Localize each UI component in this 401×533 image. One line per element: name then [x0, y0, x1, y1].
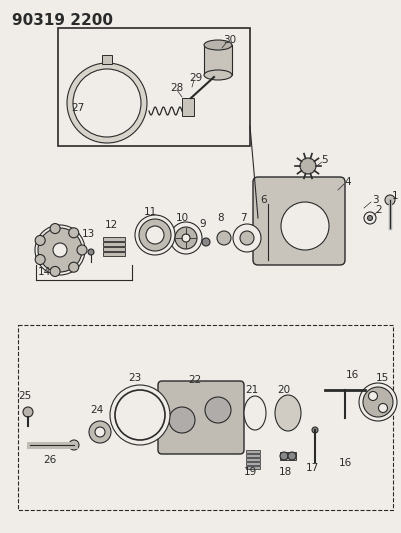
Text: 30: 30	[223, 35, 237, 45]
Circle shape	[50, 266, 60, 277]
Text: 28: 28	[170, 83, 184, 93]
Circle shape	[170, 222, 202, 254]
Text: 15: 15	[375, 373, 389, 383]
Circle shape	[202, 238, 210, 246]
Ellipse shape	[275, 395, 301, 431]
Circle shape	[359, 383, 397, 421]
Circle shape	[288, 452, 296, 460]
Text: 16: 16	[345, 370, 358, 380]
Circle shape	[73, 69, 141, 137]
Circle shape	[110, 385, 170, 445]
Circle shape	[385, 195, 395, 205]
Bar	[246, 454, 260, 457]
Text: 23: 23	[128, 373, 142, 383]
Text: 17: 17	[306, 463, 319, 473]
Circle shape	[363, 387, 393, 417]
Circle shape	[50, 223, 60, 233]
Circle shape	[23, 407, 33, 417]
Bar	[204, 45, 232, 75]
Text: 25: 25	[18, 391, 32, 401]
Text: 90319 2200: 90319 2200	[12, 13, 113, 28]
Bar	[246, 458, 260, 461]
Circle shape	[217, 231, 231, 245]
Circle shape	[89, 421, 111, 443]
Circle shape	[139, 219, 171, 251]
Bar	[246, 466, 260, 469]
Text: 6: 6	[261, 195, 267, 205]
Circle shape	[281, 202, 329, 250]
Text: 14: 14	[37, 267, 51, 277]
Text: 19: 19	[243, 467, 257, 477]
Circle shape	[175, 227, 197, 249]
Circle shape	[77, 245, 87, 255]
Circle shape	[300, 158, 316, 174]
Bar	[246, 462, 260, 465]
Circle shape	[69, 228, 79, 238]
Text: 10: 10	[176, 213, 188, 223]
Circle shape	[233, 224, 261, 252]
Text: 24: 24	[90, 405, 103, 415]
Bar	[103, 247, 125, 251]
Text: 8: 8	[218, 213, 224, 223]
Circle shape	[312, 427, 318, 433]
Circle shape	[135, 215, 175, 255]
Bar	[102, 55, 112, 64]
Bar	[103, 252, 125, 256]
Text: 12: 12	[104, 220, 117, 230]
Bar	[280, 452, 296, 460]
Text: 13: 13	[81, 229, 95, 239]
Circle shape	[88, 249, 94, 255]
Circle shape	[369, 392, 377, 400]
Circle shape	[169, 407, 195, 433]
Bar	[58, 28, 250, 146]
Text: 9: 9	[200, 219, 206, 229]
Circle shape	[35, 255, 45, 264]
Circle shape	[280, 452, 288, 460]
Circle shape	[379, 403, 387, 413]
Bar	[103, 237, 125, 241]
Text: 5: 5	[322, 155, 328, 165]
Circle shape	[240, 231, 254, 245]
Text: 21: 21	[245, 385, 259, 395]
Circle shape	[67, 63, 147, 143]
Text: 20: 20	[277, 385, 291, 395]
Bar	[18, 325, 393, 510]
Text: 1: 1	[392, 191, 398, 201]
Circle shape	[53, 243, 67, 257]
Circle shape	[205, 397, 231, 423]
Ellipse shape	[244, 396, 266, 430]
Text: 3: 3	[372, 195, 378, 205]
Text: 18: 18	[278, 467, 292, 477]
Bar	[246, 450, 260, 453]
Bar	[103, 242, 125, 246]
FancyBboxPatch shape	[253, 177, 345, 265]
Text: 11: 11	[144, 207, 157, 217]
Circle shape	[367, 215, 373, 221]
Text: 22: 22	[188, 375, 202, 385]
Circle shape	[69, 262, 79, 272]
Circle shape	[38, 228, 82, 272]
Circle shape	[35, 236, 45, 246]
Ellipse shape	[204, 40, 232, 50]
Ellipse shape	[204, 70, 232, 80]
Text: 4: 4	[345, 177, 351, 187]
Bar	[182, 98, 194, 116]
Text: 2: 2	[376, 205, 382, 215]
Text: 26: 26	[43, 455, 57, 465]
Circle shape	[364, 212, 376, 224]
Circle shape	[182, 234, 190, 242]
Text: 16: 16	[338, 458, 352, 468]
FancyBboxPatch shape	[158, 381, 244, 454]
Circle shape	[69, 440, 79, 450]
Text: 27: 27	[71, 103, 85, 113]
Text: 7: 7	[240, 213, 246, 223]
Circle shape	[95, 427, 105, 437]
Circle shape	[146, 226, 164, 244]
Text: 29: 29	[189, 73, 203, 83]
Circle shape	[35, 225, 85, 275]
